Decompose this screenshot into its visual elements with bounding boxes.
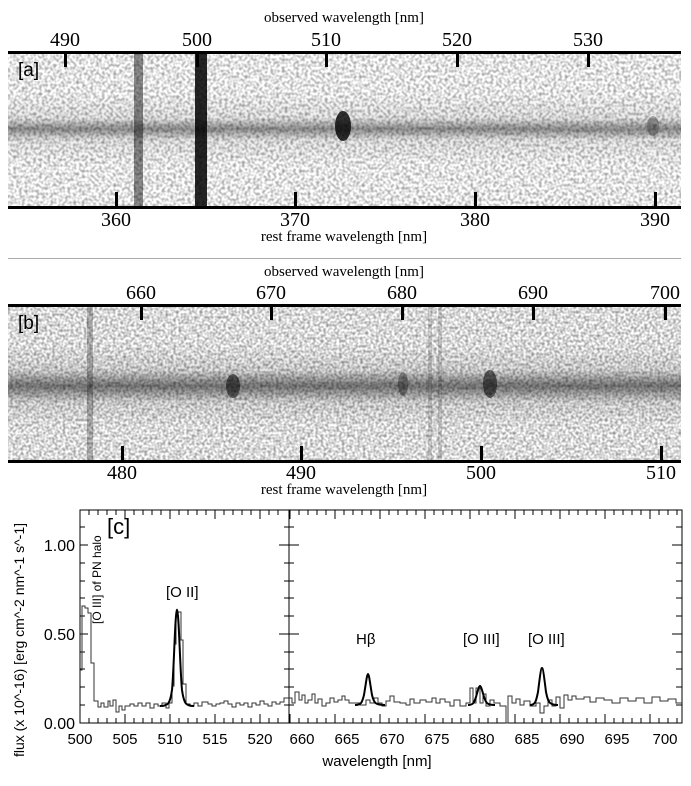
panel-c-chart: [O III] of PN halo [O II] Hβ [O III] [O … [11,509,683,770]
panel-a-top-axis [8,51,681,54]
annotation-oii: [O II] [166,584,199,601]
panel-a-top-tick-mark [456,53,459,67]
panel-a-label: [a] [18,60,40,81]
y-tick-label: 0.50 [44,627,75,644]
y-tick-label: 1.00 [44,538,75,555]
panel-b-bottom-tick: 510 [646,462,676,484]
panel-a-top-tick: 530 [573,29,603,51]
panel-b-bottom-tick-mark [480,446,483,460]
panel-b-top-tick-mark [270,306,273,320]
panel-b-bottom-tick-mark [300,446,303,460]
panel-b-top-tick: 700 [650,282,680,304]
panel-b-bottom-tick: 480 [107,462,137,484]
panel-b-bottom-tick: 490 [286,462,316,484]
panel-c: [O III] of PN halo [O II] Hβ [O III] [O … [0,500,691,781]
panel-a-bottom-tick: 370 [280,209,310,231]
panel-a-top-axis-title: observed wavelength [nm] [264,10,424,26]
panel-b-top-tick-mark [140,306,143,320]
panel-b-top-axis [8,304,681,307]
panel-b-bottom-axis-title: rest frame wavelength [nm] [260,482,428,498]
panel-a-top-tick-mark [325,53,328,67]
panel-a-top-tick-mark [196,53,199,67]
panel-a-top-tick-mark [587,53,590,67]
x-ticks-right [289,510,678,723]
annotation-oiii-2: [O III] [528,631,565,648]
panel-b-top-tick-mark [532,306,535,320]
panel-b-top-axis-title: observed wavelength [nm] [264,264,424,280]
panel-b-top-tick: 690 [518,282,548,304]
x-tick-label: 670 [379,731,404,748]
x-tick-label: 515 [202,731,227,748]
fit-oiii-1 [467,684,496,706]
annotation-oiii-pn-halo: [O III] of PN halo [90,535,104,624]
panel-b-bottom-axis [8,460,681,463]
x-tick-label: 700 [652,731,677,748]
panel-a: observed wavelength [nm] 490 500 510 520… [0,0,691,250]
panel-b-bottom-tick: 500 [466,462,496,484]
y-axis-title: flux (x 10^-16) [erg cm^-2 nm^-1 s^-1] [11,523,27,757]
panel-a-top-tick: 490 [50,29,80,51]
panel-b-spectrum-image [8,306,681,460]
x-tick-label: 505 [112,731,137,748]
panel-c-label: [c] [107,514,130,539]
panel-b-label: [b] [18,313,40,334]
panel-b-top-tick: 660 [126,282,156,304]
annotation-hbeta: Hβ [356,631,376,648]
x-tick-label: 520 [247,731,272,748]
panel-a-top-tick-mark [64,53,67,67]
panel-b: observed wavelength [nm] 660 670 680 690… [8,264,681,498]
x-ticks-left [88,510,279,723]
x-tick-label: 675 [424,731,449,748]
panel-b-top-tick: 680 [387,282,417,304]
x-tick-label: 690 [559,731,584,748]
panel-a-bottom-tick-mark [474,192,477,206]
panel-b-bottom-tick-mark [121,446,124,460]
panel-a-top-tick: 520 [442,29,472,51]
panel-a-bottom-axis-title: rest frame wavelength [nm] [260,229,428,245]
fit-hbeta [354,672,386,706]
panel-a-bottom-tick-mark [654,192,657,206]
fit-oiii-2 [529,666,559,706]
panel-b-top-tick-mark [664,306,667,320]
panel-a-bottom-axis [8,206,681,209]
panel-a-bottom-tick: 380 [460,209,490,231]
x-tick-label: 500 [67,731,92,748]
spectrum-right-histogram [289,687,682,724]
panel-a-top-tick: 500 [182,29,212,51]
panel-a-bottom-tick-mark [294,192,297,206]
panel-a-bottom-tick: 390 [640,209,670,231]
x-tick-label: 680 [469,731,494,748]
plot-frame [79,509,683,724]
panel-b-top-tick: 670 [256,282,286,304]
panel-a-spectrum-image [8,53,681,207]
y-ticks [80,526,682,724]
panel-b-top-tick-mark [401,306,404,320]
x-tick-label: 660 [289,731,314,748]
fit-oii [159,608,195,707]
y-tick-label: 0.00 [44,716,75,733]
spectrum-left-histogram [80,605,289,713]
x-tick-label: 510 [157,731,182,748]
panel-divider [8,258,681,259]
x-tick-label: 665 [334,731,359,748]
x-tick-label: 695 [604,731,629,748]
x-tick-label: 685 [514,731,539,748]
x-axis-title: wavelength [nm] [321,753,431,770]
panel-b-bottom-tick-mark [660,446,663,460]
panel-a-bottom-tick-mark [115,192,118,206]
annotation-oiii-1: [O III] [463,631,500,648]
panel-a-top-tick: 510 [311,29,341,51]
panel-a-bottom-tick: 360 [101,209,131,231]
